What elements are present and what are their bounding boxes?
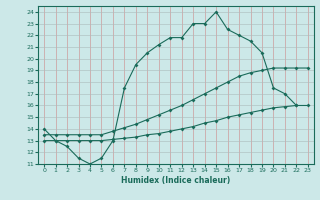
X-axis label: Humidex (Indice chaleur): Humidex (Indice chaleur) [121, 176, 231, 185]
